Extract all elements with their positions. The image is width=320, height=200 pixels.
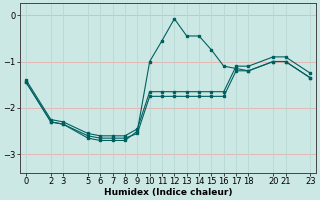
X-axis label: Humidex (Indice chaleur): Humidex (Indice chaleur)	[104, 188, 232, 197]
